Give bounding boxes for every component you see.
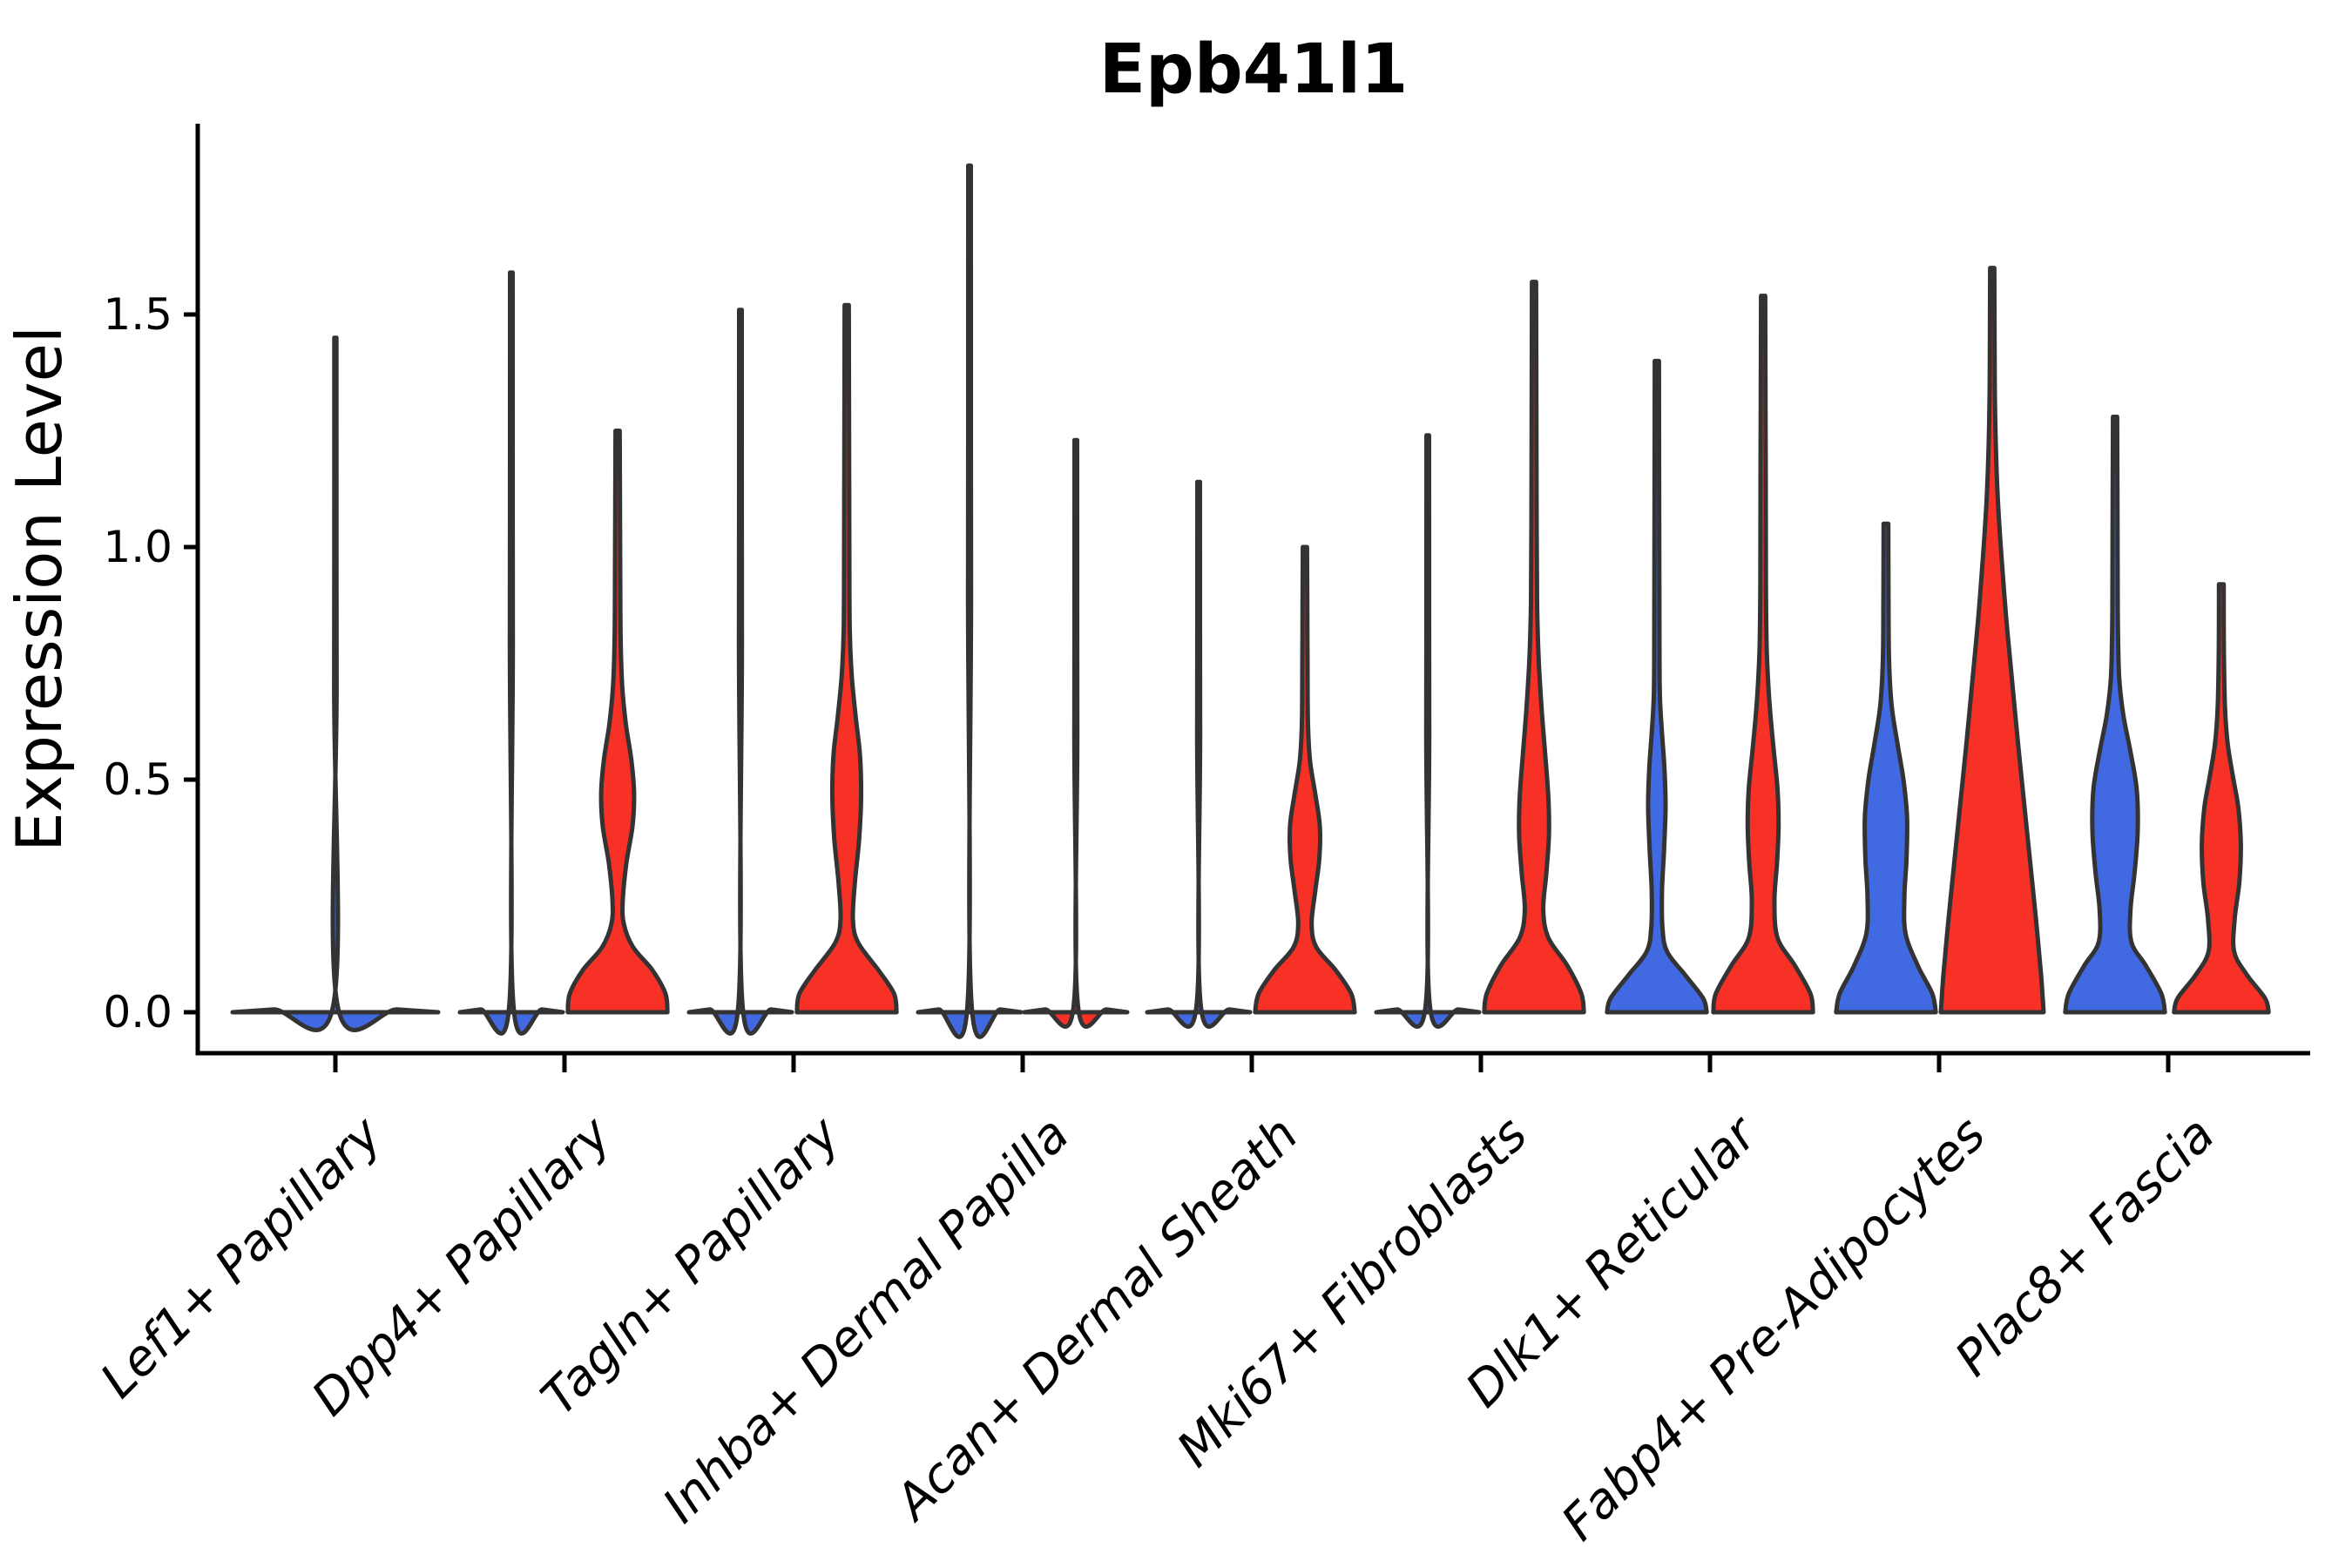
chart-title: Epb41l1: [1099, 30, 1409, 109]
violin-dlk1-reticular-right: [1711, 294, 1815, 1015]
violin-dlk1-reticular-left: [1605, 358, 1709, 1015]
y-tick-label: 1.0: [103, 522, 172, 572]
violin-tagln-papillary-right: [794, 302, 899, 1015]
y-axis-label: Expression Level: [3, 326, 76, 852]
violins-group: [230, 163, 2271, 1039]
violin-plac8-fascia-left: [2063, 415, 2167, 1015]
violin-acan-dermal-sheath-left: [1145, 479, 1253, 1029]
violin-tagln-papillary-left: [686, 308, 794, 1036]
y-tick-label: 0.0: [103, 987, 172, 1037]
violin-fabp4-pre-adipocytes-right: [1938, 266, 2046, 1015]
violin-lef1-papillary-center: [230, 335, 441, 1032]
x-tick-label: Fabp4+ Pre-Adipocytes: [1551, 1106, 1997, 1551]
violin-inhba-dermal-papilla-right: [1022, 437, 1130, 1029]
y-ticks-group: 0.0 0.5 1.0 1.5: [103, 289, 198, 1037]
y-tick-label: 1.5: [103, 289, 172, 340]
violin-mki67-fibroblasts-left: [1374, 433, 1482, 1029]
violin-plac8-fascia-right: [2172, 582, 2271, 1015]
x-tick-label: Acan+ Dermal Sheath: [883, 1106, 1309, 1532]
violin-acan-dermal-sheath-right: [1253, 544, 1357, 1015]
violin-inhba-dermal-papilla-left: [916, 163, 1024, 1039]
x-tick-label: Inhba+ Dermal Papilla: [652, 1106, 1080, 1534]
violin-mki67-fibroblasts-right: [1482, 280, 1586, 1015]
violin-dpp4-papillary-right: [565, 429, 670, 1015]
y-tick-label: 0.5: [103, 754, 172, 805]
violin-dpp4-papillary-left: [457, 270, 565, 1036]
violin-fabp4-pre-adipocytes-left: [1834, 521, 1938, 1015]
